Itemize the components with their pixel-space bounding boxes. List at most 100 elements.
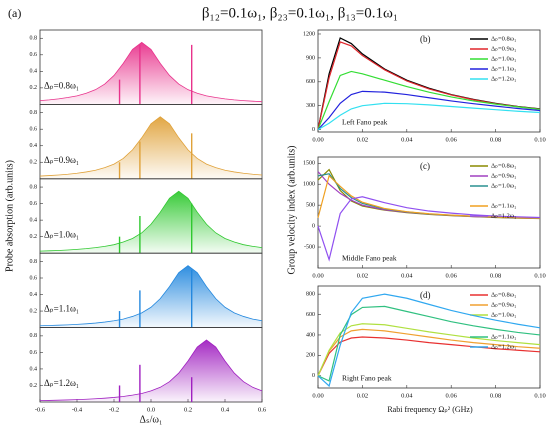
curve <box>39 265 263 327</box>
legend-label: Δₚ=1.2ω₁ <box>491 343 516 350</box>
x-tick-label: 0.04 <box>401 392 413 399</box>
line <box>317 90 541 131</box>
x-tick-label: 0.10 <box>534 392 545 399</box>
x-tick-label: -0.2 <box>109 406 119 413</box>
y-tick-label: 0.6 <box>30 201 38 207</box>
line <box>317 293 541 388</box>
legend-label: Δₚ=1.2ω₁ <box>491 75 516 82</box>
y-tick-label: 900 <box>306 55 315 61</box>
line <box>317 70 541 130</box>
legend-label: Δₚ=1.1ω₁ <box>491 65 516 72</box>
panel-series-label: Δₚ=1.2ω₁ <box>44 378 79 388</box>
panel-label: (c) <box>420 161 430 171</box>
curve <box>39 41 263 103</box>
area <box>40 340 262 402</box>
y-tick-label: 0 <box>312 127 315 133</box>
y-tick-label: 800 <box>306 292 315 298</box>
legend-label: Δₚ=1.1ω₁ <box>491 202 516 209</box>
legend-label: Δₚ=0.9ω₁ <box>491 45 516 52</box>
x-tick-label: 0.00 <box>312 392 323 399</box>
area <box>40 265 262 328</box>
x-tick-label: -0.6 <box>35 406 46 413</box>
x-tick-label: 0.6 <box>258 406 267 413</box>
y-tick-label: 400 <box>306 332 315 338</box>
y-tick-label: 0.4 <box>30 143 38 149</box>
figure-title: β₁₂=0.1ω₁, β₂₃=0.1ω₁, β₁₃=0.1ω₁ <box>202 5 398 21</box>
curve <box>39 190 263 252</box>
x-tick-label: 0.00 <box>312 136 323 143</box>
panel-series-label: Δₚ=1.1ω₁ <box>44 304 79 314</box>
area <box>40 116 262 179</box>
y-tick-label: 300 <box>306 103 315 109</box>
x-tick-label: 0.0 <box>147 406 155 413</box>
panel-label: (a) <box>8 6 21 20</box>
legend-label: Δₚ=0.9ω₁ <box>491 301 516 308</box>
y-tick-label: 0.2 <box>30 383 38 389</box>
legend-label: Δₚ=1.2ω₁ <box>491 212 516 219</box>
y-tick-label: 0.2 <box>30 85 38 91</box>
legend-label: Δₚ=1.0ω₁ <box>491 311 516 318</box>
panel-series-label: Δₚ=0.9ω₁ <box>44 155 79 165</box>
annotation: Left Fano peak <box>342 118 388 127</box>
y-tick-label: 0.4 <box>30 366 38 372</box>
line <box>317 323 541 376</box>
y-tick-label: 0.6 <box>30 127 38 133</box>
plot-frame <box>317 156 541 269</box>
y-tick-label: 0.2 <box>30 234 38 240</box>
panel-label: (b) <box>420 34 431 44</box>
x-axis-label: Rabi frequency Ωₚ² (GHz) <box>387 405 473 414</box>
line <box>317 174 541 219</box>
legend-label: Δₚ=1.0ω₁ <box>491 55 516 62</box>
y-tick-label: 0.4 <box>30 292 38 298</box>
y-tick-label: 0.8 <box>30 110 38 116</box>
y-tick-label: 0 <box>312 223 315 229</box>
y-tick-label: 0.6 <box>30 350 38 356</box>
y-tick-label: 0 <box>312 373 315 379</box>
y-tick-label: 0.6 <box>30 52 38 58</box>
y-tick-label: 0.2 <box>30 308 38 314</box>
x-tick-label: 0.00 <box>312 272 323 279</box>
y-tick-label: 0.8 <box>30 36 38 42</box>
y-tick-label: 0.6 <box>30 275 38 281</box>
y-tick-label: 1500 <box>303 161 315 167</box>
legend-label: Δₚ=1.1ω₁ <box>491 333 516 340</box>
legend-label: Δₚ=0.8ω₁ <box>491 35 516 42</box>
y-axis-label: Probe absorption (arb.units) <box>4 160 15 272</box>
line <box>317 305 541 382</box>
x-tick-label: 0.10 <box>534 136 545 143</box>
y-tick-label: 600 <box>306 312 315 318</box>
legend-label: Δₚ=0.8ω₁ <box>491 291 516 298</box>
y-tick-label: 500 <box>306 203 315 209</box>
annotation: Middle Fano peak <box>342 254 397 263</box>
y-tick-label: 200 <box>306 353 315 359</box>
panel-series-label: Δₚ=0.8ω₁ <box>44 80 79 90</box>
annotation: Right Fano peak <box>342 374 392 383</box>
y-tick-label: 0.8 <box>30 259 38 265</box>
plot-frame <box>317 29 541 133</box>
panel-series-label: Δₚ=1.0ω₁ <box>44 229 79 239</box>
y-tick-label: 0.2 <box>30 160 38 166</box>
area <box>40 191 262 254</box>
x-tick-label: 0.04 <box>401 272 413 279</box>
plot-frame <box>317 285 541 389</box>
x-tick-label: 0.4 <box>221 406 230 413</box>
y-tick-label: 0.4 <box>30 218 38 224</box>
y-tick-label: 0.4 <box>30 69 38 75</box>
y-tick-label: 1000 <box>303 182 315 188</box>
x-tick-label: 0.2 <box>184 406 192 413</box>
x-tick-label: -0.4 <box>72 406 83 413</box>
y-axis-label: Group velocity index (arb.units) <box>286 146 297 275</box>
y-tick-label: 600 <box>306 79 315 85</box>
panel-label: (d) <box>420 290 431 300</box>
x-tick-label: 0.10 <box>534 272 545 279</box>
x-tick-label: 0.08 <box>490 136 501 143</box>
x-tick-label: 0.06 <box>446 392 458 399</box>
line <box>317 196 541 262</box>
x-tick-label: 0.08 <box>490 272 501 279</box>
line <box>317 336 541 377</box>
y-tick-label: 0.8 <box>30 333 38 339</box>
x-tick-label: 0.02 <box>357 392 368 399</box>
x-tick-label: 0.08 <box>490 392 501 399</box>
legend-label: Δₚ=0.9ω₁ <box>491 172 516 179</box>
